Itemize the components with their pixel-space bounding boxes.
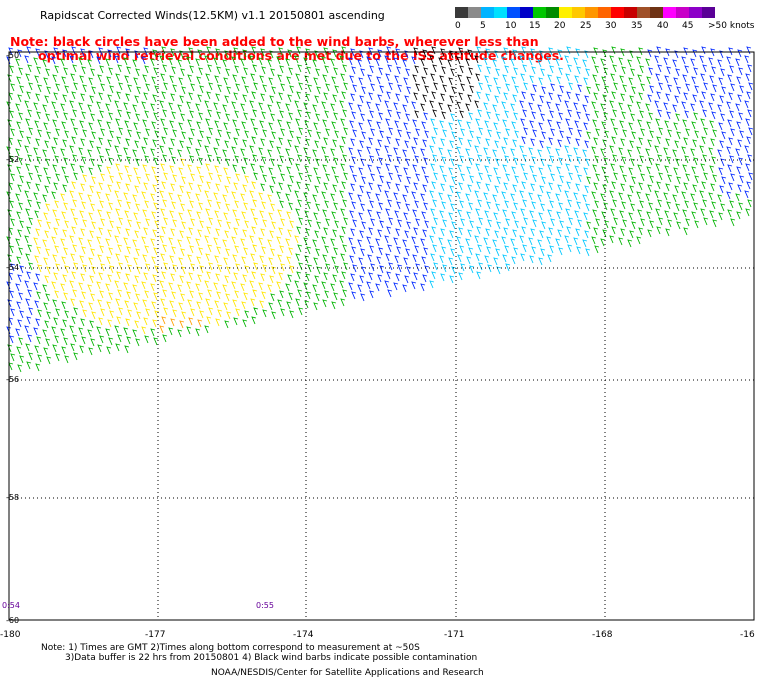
colorbar-label: 45 — [682, 21, 694, 31]
colorbar-label: 30 — [605, 21, 617, 31]
colorbar-swatch — [585, 7, 598, 18]
lat-label-60: -60 — [6, 616, 20, 625]
colorbar-label: 35 — [631, 21, 643, 31]
colorbar-swatch — [507, 7, 520, 18]
wind-barb-group — [6, 46, 753, 373]
colorbar-swatch — [650, 7, 663, 18]
lat-label-54: -54 — [6, 263, 20, 272]
colorbar-swatch — [611, 7, 624, 18]
colorbar-swatch — [624, 7, 637, 18]
colorbar-swatch — [559, 7, 572, 18]
lon-label-171: -171 — [444, 630, 465, 640]
footer-note-1: Note: 1) Times are GMT 2)Times along bot… — [41, 643, 420, 653]
colorbar-swatch — [676, 7, 689, 18]
colorbar-swatch — [689, 7, 702, 18]
lat-label-56: -56 — [6, 375, 20, 384]
note-line-1: Note: black circles have been added to t… — [10, 34, 539, 49]
colorbar-swatch — [481, 7, 494, 18]
colorbar-swatch — [533, 7, 546, 18]
map-frame — [8, 51, 755, 621]
lon-label-177: -177 — [145, 630, 166, 640]
graticule — [9, 52, 754, 620]
colorbar-label: >50 knots — [708, 21, 755, 31]
lat-label-58: -58 — [6, 493, 20, 502]
colorbar-label: 5 — [480, 21, 486, 31]
colorbar-swatch — [572, 7, 585, 18]
colorbar-swatch — [455, 7, 468, 18]
colorbar-label: 0 — [455, 21, 461, 31]
lon-label-174: -174 — [293, 630, 314, 640]
wind-barb-group — [429, 46, 591, 289]
colorbar-swatch — [494, 7, 507, 18]
lon-label-180: -180 — [0, 630, 21, 640]
colorbar-swatch — [637, 7, 650, 18]
wind-barb-group — [33, 158, 300, 335]
map-title: Rapidscat Corrected Winds(12.5KM) v1.1 2… — [40, 9, 385, 22]
lat-label-50: -50 — [6, 51, 20, 60]
colorbar-swatch — [546, 7, 559, 18]
colorbar-swatch — [468, 7, 481, 18]
time-label-2: 0:55 — [256, 601, 274, 610]
colorbar-label: 20 — [554, 21, 566, 31]
lat-label-52: -52 — [6, 155, 20, 164]
colorbar-label: 40 — [657, 21, 669, 31]
colorbar-swatch — [520, 7, 533, 18]
colorbar-swatch — [663, 7, 676, 18]
footer-note-2: 3)Data buffer is 22 hrs from 20150801 4)… — [65, 653, 478, 663]
colorbar-label: 15 — [529, 21, 541, 31]
colorbar-label: 25 — [580, 21, 592, 31]
time-label-1: 0:54 — [2, 601, 20, 610]
colorbar-swatch — [598, 7, 611, 18]
wind-barb-group — [6, 46, 754, 344]
wind-barbs — [6, 46, 754, 373]
wind-barb-group — [159, 316, 203, 334]
wind-barb-group — [412, 46, 481, 120]
colorbar-label: 10 — [505, 21, 517, 31]
footer-credit: NOAA/NESDIS/Center for Satellite Applica… — [211, 668, 484, 678]
lon-label-168: -168 — [592, 630, 613, 640]
lon-label-165: -16 — [740, 630, 755, 640]
colorbar-swatch — [702, 7, 715, 18]
